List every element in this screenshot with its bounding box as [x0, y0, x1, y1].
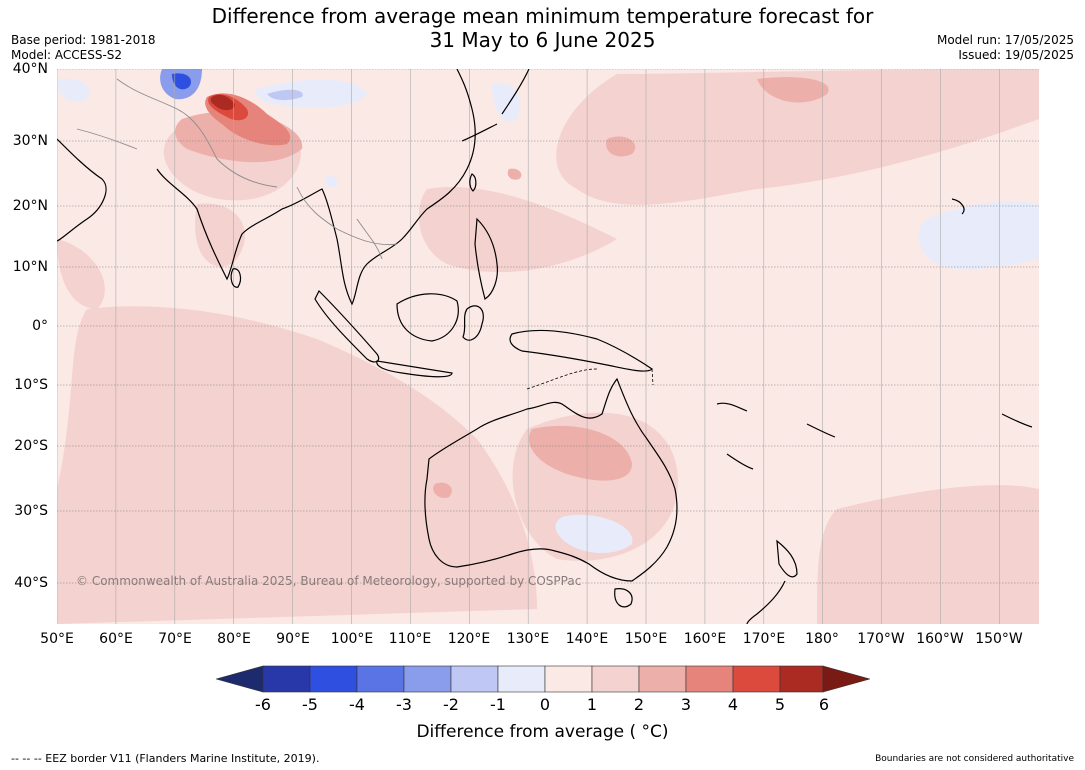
lon-label-60e: 60°E: [99, 631, 133, 647]
anomaly-fill-negative: [57, 69, 1039, 554]
eez-note: -- -- -- EEZ border V11 (Flanders Marine…: [11, 752, 320, 765]
lat-label-10n: 10°N: [12, 259, 48, 275]
lon-label-80e: 80°E: [217, 631, 251, 647]
lat-label-30n: 30°N: [12, 133, 48, 149]
colorbar-tick: -1: [490, 695, 506, 714]
lon-label-150e: 150°E: [624, 631, 668, 647]
lat-label-0: 0°: [32, 318, 48, 334]
colorbar-segment: [403, 665, 452, 693]
colorbar-tick: 3: [680, 695, 692, 714]
lat-label-20n: 20°N: [12, 198, 48, 214]
lon-label-110e: 110°E: [388, 631, 432, 647]
colorbar-segment: [591, 665, 640, 693]
colorbar-segment: [732, 665, 781, 693]
lat-label-40s: 40°S: [14, 575, 48, 591]
colorbar-tick: 5: [774, 695, 786, 714]
colorbar-segment: [638, 665, 687, 693]
colorbar-arrow-low: [216, 665, 264, 693]
model-run-text: Model run: 17/05/2025: [936, 33, 1074, 47]
colorbar-tick: 1: [586, 695, 598, 714]
anomaly-map: [57, 69, 1039, 624]
colorbar-segment: [450, 665, 499, 693]
lon-label-70e: 70°E: [158, 631, 192, 647]
issued-text: Issued: 19/05/2025: [958, 48, 1074, 62]
lon-label-90e: 90°E: [276, 631, 310, 647]
colorbar-tick: -2: [443, 695, 459, 714]
colorbar-tick: -6: [255, 695, 271, 714]
lon-label-180: 180°: [805, 631, 839, 647]
colorbar-tick: -4: [349, 695, 365, 714]
lon-label-160w: 160°W: [916, 631, 964, 647]
lon-label-170e: 170°E: [742, 631, 786, 647]
lon-label-140e: 140°E: [565, 631, 609, 647]
colorbar-segment: [544, 665, 593, 693]
colorbar-tick: 0: [539, 695, 551, 714]
colorbar-tick: 6: [818, 695, 830, 714]
colorbar-segment: [309, 665, 358, 693]
eez-borders: [526, 368, 654, 390]
anomaly-fill-2to3: [175, 77, 829, 498]
anomaly-fill-hot: [205, 93, 291, 146]
base-period-text: Base period: 1981-2018: [11, 33, 156, 47]
lat-label-30s: 30°S: [14, 503, 48, 519]
lon-label-170w: 170°W: [857, 631, 905, 647]
colorbar: [216, 665, 870, 693]
colorbar-tick: -3: [396, 695, 412, 714]
lat-label-20s: 20°S: [14, 438, 48, 454]
colorbar-segment: [779, 665, 824, 693]
meta-left: Base period: 1981-2018 Model: ACCESS-S2: [11, 33, 156, 63]
model-text: Model: ACCESS-S2: [11, 48, 123, 62]
colorbar-label: Difference from average ( °C): [416, 722, 669, 742]
lon-label-120e: 120°E: [447, 631, 491, 647]
colorbar-arrow-high: [822, 665, 870, 693]
colorbar-segment: [685, 665, 734, 693]
boundary-note: Boundaries are not considered authoritat…: [875, 754, 1074, 764]
lon-label-150w: 150°W: [975, 631, 1023, 647]
coastlines: [57, 69, 1033, 624]
meta-right: Model run: 17/05/2025 Issued: 19/05/2025: [937, 33, 1074, 63]
map-title: Difference from average mean minimum tem…: [211, 4, 874, 52]
lon-label-50e: 50°E: [40, 631, 74, 647]
lon-label-130e: 130°E: [506, 631, 550, 647]
lat-label-10s: 10°S: [14, 377, 48, 393]
colorbar-segment: [356, 665, 405, 693]
colorbar-tick: -5: [302, 695, 318, 714]
copyright-notice: © Commonwealth of Australia 2025, Bureau…: [76, 574, 582, 588]
colorbar-tick: 4: [727, 695, 739, 714]
lon-gridlines: [57, 69, 1000, 624]
lon-label-100e: 100°E: [330, 631, 374, 647]
lat-label-40n: 40°N: [12, 61, 48, 77]
colorbar-segment: [497, 665, 546, 693]
lon-label-160e: 160°E: [683, 631, 727, 647]
colorbar-segment: [262, 665, 311, 693]
country-borders: [76, 78, 398, 260]
colorbar-tick: 2: [633, 695, 645, 714]
